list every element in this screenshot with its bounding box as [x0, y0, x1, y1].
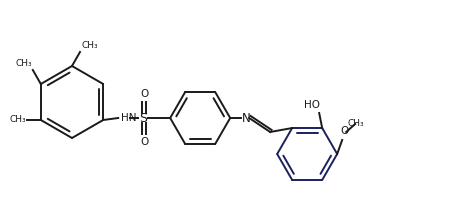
Text: HO: HO: [304, 100, 320, 110]
Text: CH₃: CH₃: [81, 41, 97, 50]
Text: S: S: [139, 112, 147, 124]
Text: CH₃: CH₃: [347, 119, 364, 128]
Text: CH₃: CH₃: [9, 115, 26, 124]
Text: O: O: [140, 89, 148, 99]
Text: N: N: [242, 112, 251, 124]
Text: HN: HN: [121, 113, 137, 123]
Text: O: O: [140, 137, 148, 147]
Text: CH₃: CH₃: [15, 59, 32, 68]
Text: O: O: [340, 126, 349, 136]
